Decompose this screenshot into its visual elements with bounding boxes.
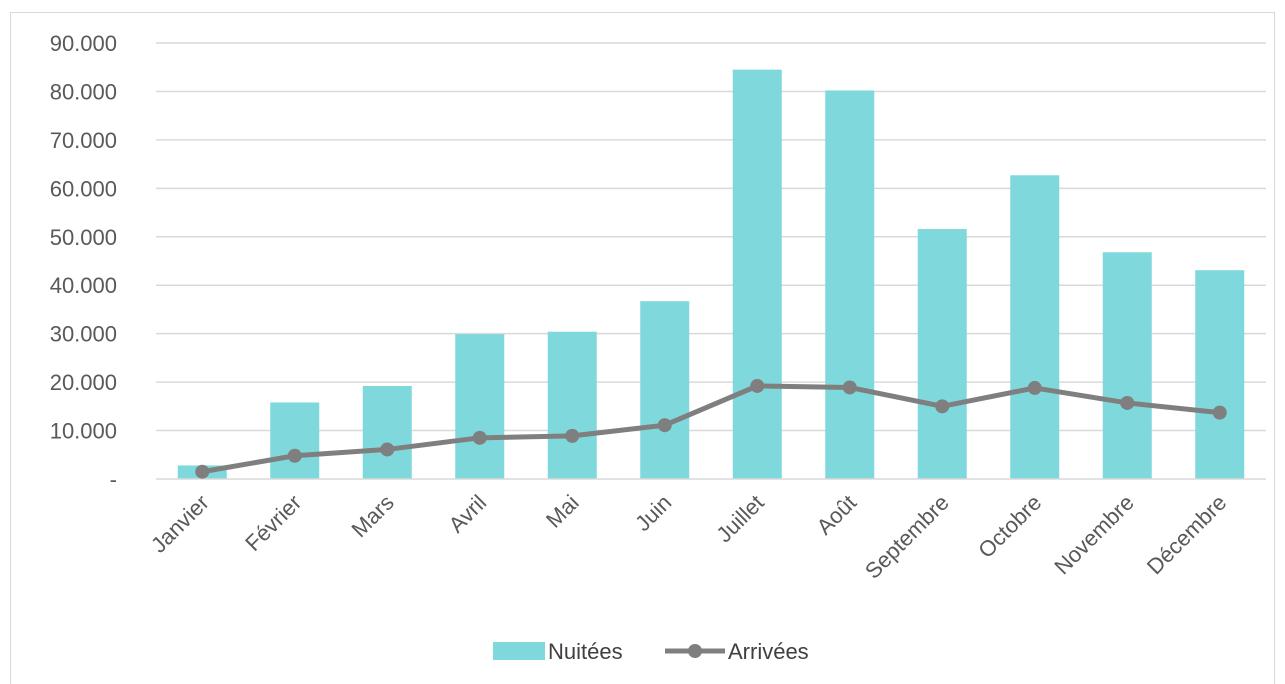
y-tick-label: 10.000 bbox=[50, 419, 117, 444]
x-tick-label: Octobre bbox=[973, 490, 1046, 563]
y-tick-label: 70.000 bbox=[50, 128, 117, 153]
point-arrivees bbox=[657, 418, 672, 433]
point-arrivees bbox=[287, 448, 302, 463]
point-arrivees bbox=[1120, 395, 1135, 410]
point-arrivees bbox=[1212, 405, 1227, 420]
x-axis-ticks: Janvier Février Mars Avril Mai Juin Juillet Aoû… bbox=[146, 490, 1231, 584]
legend-label-arrivees: Arrivées bbox=[728, 639, 809, 664]
bar-nuitees bbox=[455, 334, 505, 479]
gridlines bbox=[156, 42, 1266, 432]
bar-nuitees bbox=[640, 301, 690, 479]
legend-swatch-nuitees bbox=[493, 642, 545, 660]
bar-nuitees bbox=[1102, 252, 1152, 479]
legend-marker-arrivees bbox=[688, 644, 702, 658]
bar-nuitees bbox=[732, 69, 782, 480]
bar-nuitees bbox=[825, 90, 875, 479]
bar-series-nuitees bbox=[177, 69, 1245, 480]
y-axis-ticks: - 10.000 20.000 30.000 40.000 50.000 60.000 70.… bbox=[50, 31, 117, 492]
y-tick-label: 80.000 bbox=[50, 79, 117, 104]
bar-nuitees bbox=[547, 331, 597, 479]
x-tick-label: Novembre bbox=[1049, 490, 1138, 579]
x-tick-label: Juillet bbox=[711, 490, 768, 547]
x-tick-label: Avril bbox=[444, 490, 492, 538]
legend: Nuitées Arrivées bbox=[493, 639, 809, 664]
line-arrivees bbox=[201, 383, 1221, 475]
point-arrivees bbox=[1027, 380, 1042, 395]
point-arrivees bbox=[842, 380, 857, 395]
x-tick-label: Septembre bbox=[860, 490, 954, 584]
point-arrivees bbox=[565, 428, 580, 443]
point-arrivees bbox=[935, 399, 950, 414]
y-tick-label: 60.000 bbox=[50, 176, 117, 201]
bar-nuitees bbox=[270, 402, 320, 479]
bar-nuitees bbox=[362, 385, 412, 479]
x-tick-label: Août bbox=[812, 490, 862, 540]
x-tick-label: Mars bbox=[347, 490, 399, 542]
x-tick-label: Juin bbox=[630, 490, 676, 536]
y-tick-label: 50.000 bbox=[50, 225, 117, 250]
y-tick-label: 30.000 bbox=[50, 322, 117, 347]
point-arrivees bbox=[195, 464, 210, 479]
y-tick-label: 90.000 bbox=[50, 31, 117, 56]
point-arrivees bbox=[380, 442, 395, 457]
legend-label-nuitees: Nuitées bbox=[548, 639, 623, 664]
bar-nuitees bbox=[1010, 175, 1060, 479]
line-series-arrivees bbox=[195, 378, 1227, 479]
x-tick-label: Décembre bbox=[1142, 490, 1231, 579]
bar-nuitees bbox=[1195, 270, 1245, 479]
y-tick-label: 20.000 bbox=[50, 370, 117, 395]
y-tick-label: - bbox=[110, 467, 117, 492]
point-arrivees bbox=[750, 378, 765, 393]
bar-nuitees bbox=[917, 229, 967, 479]
y-tick-label: 40.000 bbox=[50, 273, 117, 298]
x-tick-label: Mai bbox=[541, 490, 584, 533]
x-tick-label: Janvier bbox=[146, 490, 214, 558]
point-arrivees bbox=[472, 430, 487, 445]
x-tick-label: Février bbox=[240, 490, 306, 556]
